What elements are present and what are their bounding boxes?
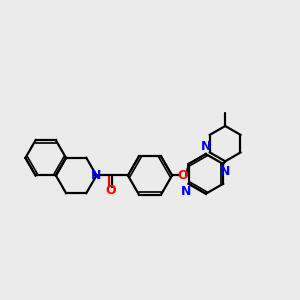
- Text: N: N: [181, 185, 192, 198]
- Text: O: O: [105, 184, 116, 197]
- Text: N: N: [201, 140, 211, 153]
- Text: O: O: [178, 169, 188, 182]
- Text: N: N: [220, 165, 230, 178]
- Text: N: N: [91, 169, 102, 182]
